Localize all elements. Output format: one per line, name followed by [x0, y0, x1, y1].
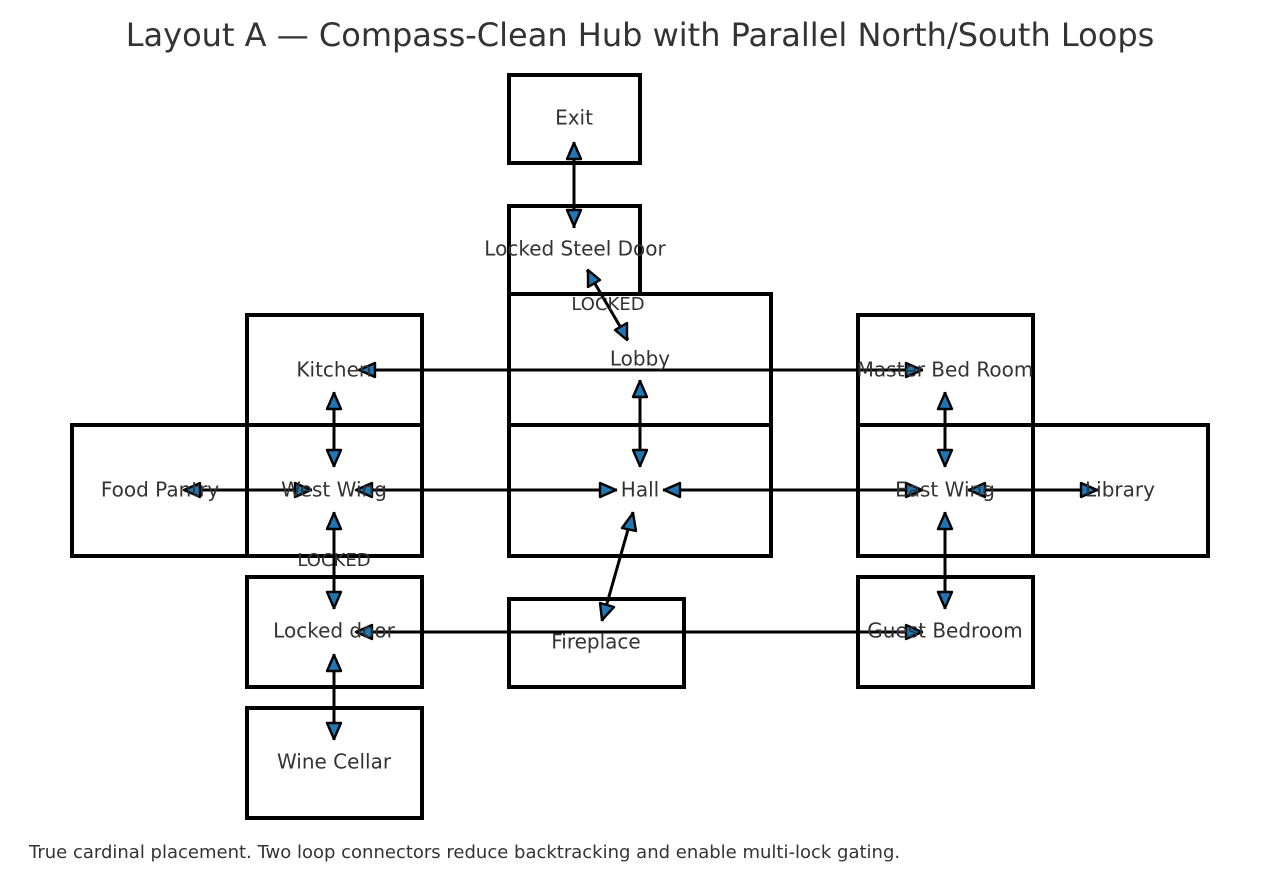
arrowhead-down	[631, 448, 649, 468]
arrowhead-right	[904, 481, 924, 499]
arrowhead-up	[620, 511, 638, 533]
arrowhead-right	[293, 481, 313, 499]
room-label-wine-cellar: Wine Cellar	[277, 750, 392, 774]
arrowhead-left	[662, 481, 682, 499]
arrowheads	[182, 141, 1099, 741]
room-label-locked-steel-door: Locked Steel Door	[484, 237, 666, 261]
arrowhead-down	[936, 448, 954, 468]
arrowhead-right	[904, 623, 924, 641]
arrowhead-down	[325, 721, 343, 741]
room-label-east-wing: East Wing	[895, 478, 995, 502]
arrowhead-up	[936, 511, 954, 531]
arrowhead-up	[936, 391, 954, 411]
arrowhead-right	[598, 481, 618, 499]
arrowhead-right	[904, 361, 924, 379]
room-label-fireplace: Fireplace	[551, 630, 641, 654]
arrowhead-left	[354, 623, 374, 641]
room-label-food-pantry: Food Pantry	[101, 478, 219, 502]
room-label-hall: Hall	[621, 478, 659, 502]
room-box-fireplace	[507, 597, 686, 689]
arrowhead-left	[354, 481, 374, 499]
diagram-caption: True cardinal placement. Two loop connec…	[28, 842, 900, 863]
lock-label-steel-door: LOCKED	[571, 294, 644, 315]
room-label-locked-door: Locked door	[273, 619, 395, 643]
arrowhead-left	[967, 481, 987, 499]
arrowhead-down	[936, 590, 954, 610]
room-label-lobby: Lobby	[610, 347, 670, 371]
arrowhead-up	[325, 653, 343, 673]
arrowhead-down	[325, 448, 343, 468]
arrowhead-left	[357, 361, 377, 379]
arrowhead-up	[565, 141, 583, 161]
arrowhead-up	[325, 391, 343, 411]
arrowhead-left	[182, 481, 202, 499]
room-label-library: Library	[1085, 478, 1155, 502]
arrowhead-down	[598, 601, 616, 622]
room-label-kitchen: Kitchen	[296, 358, 371, 382]
room-label-guest-bedroom: Guest Bedroom	[867, 619, 1023, 643]
arrowhead-down	[565, 208, 583, 228]
room-label-west-wing: West Wing	[281, 478, 387, 502]
arrowhead-down	[613, 321, 629, 342]
diagram-title: Layout A — Compass-Clean Hub with Parall…	[126, 16, 1155, 54]
lock-label-west-wing: LOCKED	[297, 550, 370, 571]
room-label-master-bed-room: Master Bed Room	[857, 358, 1034, 382]
arrowhead-up	[631, 379, 649, 399]
arrowhead-up	[586, 268, 602, 289]
arrowhead-up	[325, 511, 343, 531]
room-label-exit: Exit	[555, 106, 593, 130]
arrowhead-right	[1079, 481, 1099, 499]
arrowhead-down	[325, 590, 343, 610]
room-labels: Exit Locked Steel Door Lobby Kitchen Mas…	[101, 106, 1155, 774]
